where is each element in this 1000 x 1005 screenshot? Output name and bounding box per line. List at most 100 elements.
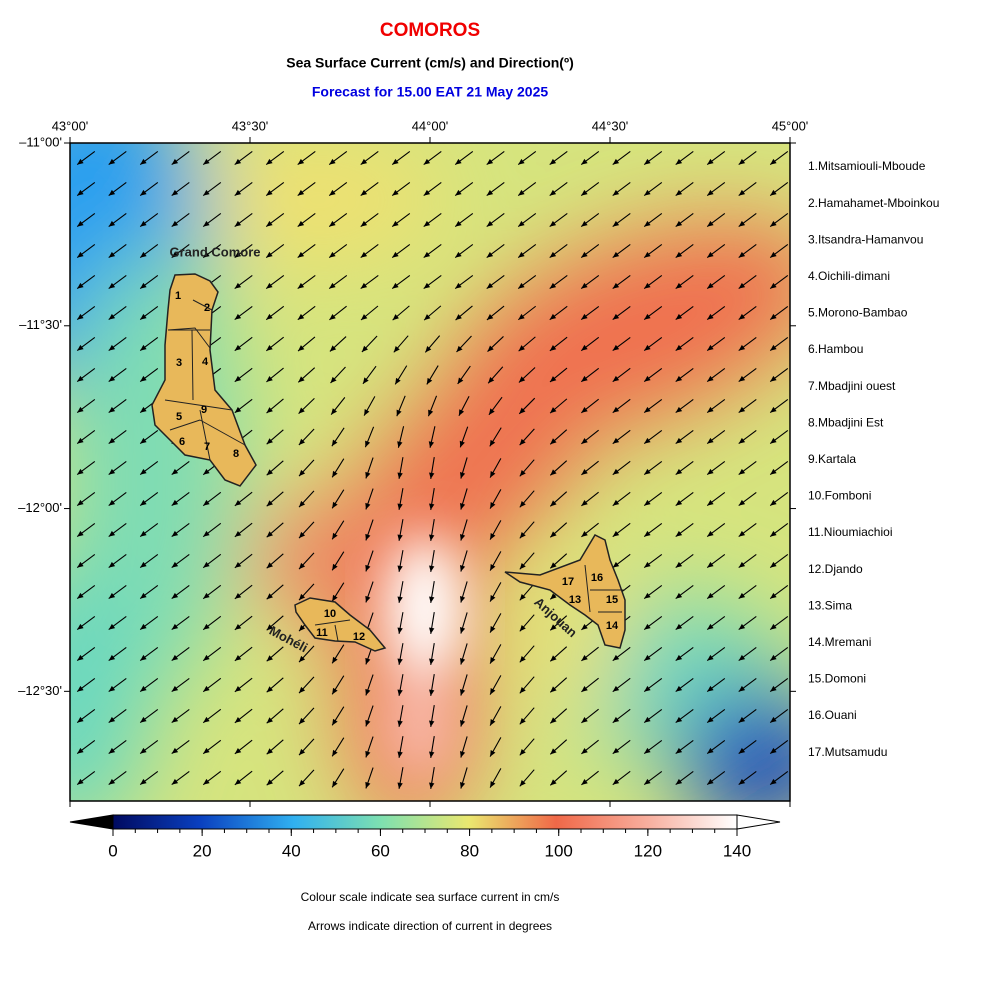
arrow-head bbox=[581, 655, 588, 661]
arrow-head bbox=[519, 718, 526, 725]
arrow-head bbox=[644, 375, 651, 382]
arrow-head bbox=[266, 624, 273, 631]
arrow-head bbox=[519, 594, 526, 601]
arrow-head bbox=[203, 158, 210, 165]
arrow-head bbox=[266, 593, 273, 600]
arrow-head bbox=[455, 220, 462, 227]
arrow-head bbox=[612, 685, 620, 692]
y-tick-label: –12°30' bbox=[18, 683, 62, 698]
arrow-head bbox=[550, 438, 557, 445]
arrow-head bbox=[332, 501, 338, 509]
arrow-head bbox=[429, 627, 435, 634]
arrow-head bbox=[234, 778, 242, 785]
arrow-head bbox=[644, 592, 651, 599]
arrow-head bbox=[455, 158, 462, 165]
arrow-head bbox=[140, 189, 147, 196]
arrow-head bbox=[392, 314, 399, 321]
arrow-head bbox=[140, 654, 147, 661]
arrow-head bbox=[707, 778, 714, 785]
colorbar-tick-label: 120 bbox=[634, 841, 662, 860]
arrow-head bbox=[675, 375, 683, 382]
arrow-head bbox=[707, 592, 714, 599]
arrow-head bbox=[329, 220, 336, 227]
arrow-head bbox=[707, 747, 714, 754]
arrow-head bbox=[108, 375, 116, 382]
arrow-head bbox=[707, 530, 714, 537]
arrow-head bbox=[203, 189, 210, 196]
arrow-head bbox=[140, 623, 147, 630]
arrow-head bbox=[77, 375, 84, 382]
arrow-head bbox=[675, 530, 683, 537]
arrow-head bbox=[234, 685, 242, 692]
arrow-head bbox=[738, 251, 746, 258]
arrow-head bbox=[486, 220, 494, 227]
arrow-head bbox=[396, 409, 402, 417]
arrow-head bbox=[299, 779, 306, 787]
arrow-head bbox=[299, 531, 306, 539]
arrow-head bbox=[299, 469, 306, 477]
y-tick-label: –11°30' bbox=[19, 317, 62, 332]
arrow-head bbox=[424, 314, 431, 321]
legend-item: 2.Hamahamet-Mboinkou bbox=[808, 196, 939, 210]
arrow-head bbox=[171, 530, 179, 537]
arrow-head bbox=[171, 251, 179, 258]
arrow-head bbox=[644, 716, 651, 723]
region-number: 10 bbox=[324, 608, 336, 620]
arrow-head bbox=[332, 687, 338, 695]
region-number: 8 bbox=[233, 448, 239, 460]
arrow-head bbox=[108, 530, 116, 537]
arrow-head bbox=[330, 376, 337, 384]
arrow-head bbox=[581, 158, 588, 165]
arrow-head bbox=[612, 189, 620, 196]
arrow-head bbox=[108, 406, 116, 413]
arrow-head bbox=[266, 282, 273, 289]
arrow-head bbox=[770, 623, 777, 630]
arrow-head bbox=[108, 747, 116, 754]
arrow-head bbox=[203, 499, 210, 506]
arrow-head bbox=[549, 313, 557, 320]
arrow-head bbox=[266, 313, 273, 320]
arrow-head bbox=[397, 596, 403, 603]
arrow-head bbox=[675, 468, 683, 475]
arrow-head bbox=[490, 626, 496, 633]
arrow-head bbox=[738, 561, 746, 568]
arrow-head bbox=[266, 469, 273, 476]
arrow-head bbox=[360, 251, 368, 258]
arrow-head bbox=[77, 561, 84, 568]
arrow-head bbox=[581, 531, 588, 537]
arrow-head bbox=[519, 532, 526, 539]
arrow-head bbox=[140, 592, 147, 599]
arrow-head bbox=[298, 376, 305, 383]
arrow-head bbox=[518, 220, 525, 227]
arrow-head bbox=[108, 561, 116, 568]
arrow-head bbox=[429, 751, 435, 758]
arrow-head bbox=[707, 499, 714, 506]
arrow-head bbox=[707, 282, 714, 289]
arrow-head bbox=[332, 563, 338, 571]
arrow-head bbox=[397, 503, 403, 510]
arrow-head bbox=[707, 468, 714, 475]
arrow-head bbox=[77, 189, 84, 196]
arrow-head bbox=[459, 440, 465, 448]
arrow-head bbox=[770, 561, 777, 568]
arrow-head bbox=[644, 530, 651, 537]
arrow-head bbox=[455, 314, 462, 321]
arrow-head bbox=[298, 345, 305, 352]
arrow-head bbox=[297, 251, 305, 258]
arrow-head bbox=[459, 565, 466, 572]
arrow-head bbox=[365, 471, 371, 479]
arrow-head bbox=[397, 565, 403, 572]
y-tick-label: –11°00' bbox=[19, 134, 62, 149]
arrow-head bbox=[332, 470, 338, 478]
arrow-head bbox=[675, 499, 683, 506]
arrow-head bbox=[108, 282, 116, 289]
arrow-head bbox=[360, 158, 368, 165]
arrow-head bbox=[234, 375, 242, 382]
arrow-head bbox=[140, 220, 147, 227]
arrow-head bbox=[171, 468, 179, 475]
arrow-head bbox=[297, 158, 305, 165]
arrow-head bbox=[455, 282, 462, 289]
arrow-head bbox=[299, 686, 306, 694]
arrow-head bbox=[488, 408, 495, 415]
